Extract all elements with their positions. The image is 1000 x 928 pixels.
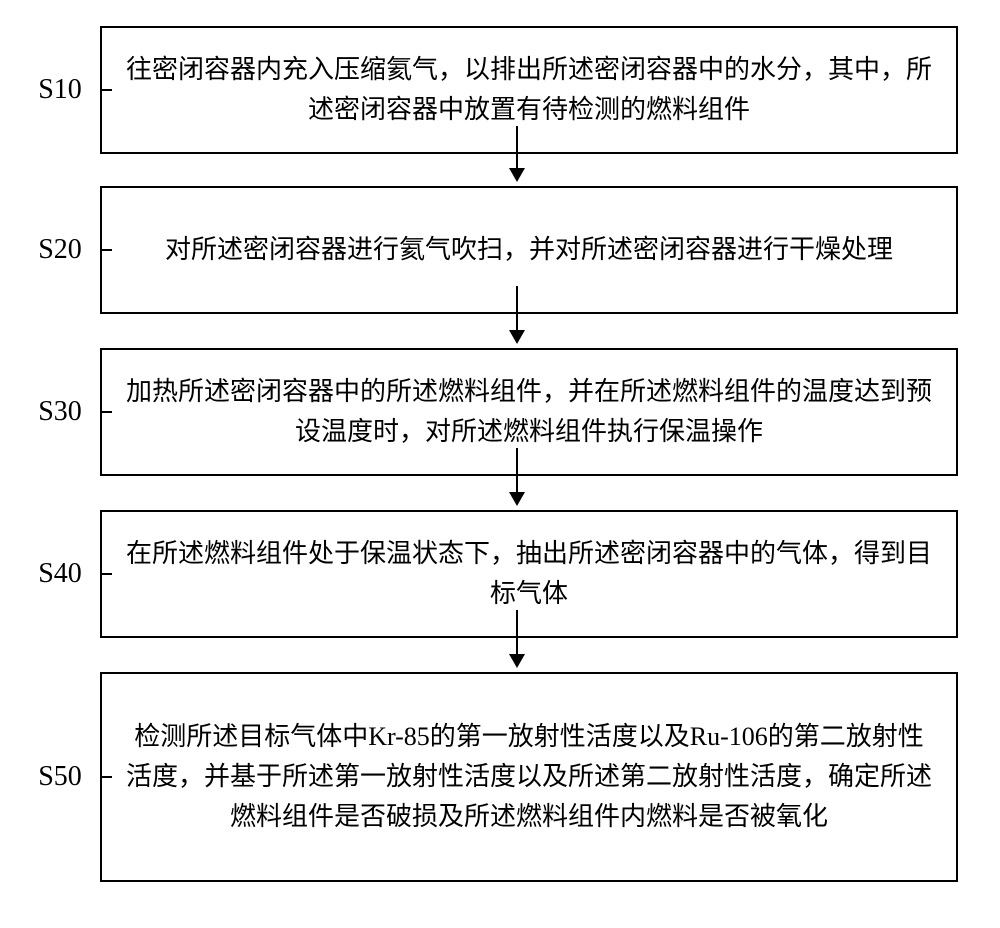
step-box-s50: 检测所述目标气体中Kr-85的第一放射性活度以及Ru-106的第二放射性活度，并… xyxy=(100,672,958,882)
label-connector-icon xyxy=(100,411,112,413)
step-label-s40: S40 xyxy=(20,558,100,590)
label-text: S40 xyxy=(38,558,82,589)
step-label-s20: S20 xyxy=(20,234,100,266)
arrow-s20-s30 xyxy=(505,286,529,344)
arrow-s10-s20 xyxy=(505,126,529,182)
step-s30: S30 加热所述密闭容器中的所述燃料组件，并在所述燃料组件的温度达到预设温度时，… xyxy=(20,348,958,476)
label-text: S10 xyxy=(38,74,82,105)
step-box-s40: 在所述燃料组件处于保温状态下，抽出所述密闭容器中的气体，得到目标气体 xyxy=(100,510,958,638)
step-label-s30: S30 xyxy=(20,396,100,428)
step-label-s10: S10 xyxy=(20,74,100,106)
step-text: 在所述燃料组件处于保温状态下，抽出所述密闭容器中的气体，得到目标气体 xyxy=(124,534,934,615)
label-connector-icon xyxy=(100,573,112,575)
arrow-s40-s50 xyxy=(505,610,529,668)
label-text: S50 xyxy=(38,761,82,792)
step-box-s10: 往密闭容器内充入压缩氦气，以排出所述密闭容器中的水分，其中，所述密闭容器中放置有… xyxy=(100,26,958,154)
step-s20: S20 对所述密闭容器进行氦气吹扫，并对所述密闭容器进行干燥处理 xyxy=(20,186,958,314)
step-label-s50: S50 xyxy=(20,761,100,793)
step-s50: S50 检测所述目标气体中Kr-85的第一放射性活度以及Ru-106的第二放射性… xyxy=(20,672,958,882)
step-text: 加热所述密闭容器中的所述燃料组件，并在所述燃料组件的温度达到预设温度时，对所述燃… xyxy=(124,372,934,453)
flowchart-container: S10 往密闭容器内充入压缩氦气，以排出所述密闭容器中的水分，其中，所述密闭容器… xyxy=(0,0,1000,928)
label-text: S30 xyxy=(38,396,82,427)
step-s10: S10 往密闭容器内充入压缩氦气，以排出所述密闭容器中的水分，其中，所述密闭容器… xyxy=(20,26,958,154)
label-connector-icon xyxy=(100,776,112,778)
step-text: 检测所述目标气体中Kr-85的第一放射性活度以及Ru-106的第二放射性活度，并… xyxy=(124,717,934,838)
label-connector-icon xyxy=(100,89,112,91)
arrow-s30-s40 xyxy=(505,448,529,506)
label-text: S20 xyxy=(38,234,82,265)
step-box-s30: 加热所述密闭容器中的所述燃料组件，并在所述燃料组件的温度达到预设温度时，对所述燃… xyxy=(100,348,958,476)
step-s40: S40 在所述燃料组件处于保温状态下，抽出所述密闭容器中的气体，得到目标气体 xyxy=(20,510,958,638)
label-connector-icon xyxy=(100,249,112,251)
step-text: 往密闭容器内充入压缩氦气，以排出所述密闭容器中的水分，其中，所述密闭容器中放置有… xyxy=(124,50,934,131)
step-box-s20: 对所述密闭容器进行氦气吹扫，并对所述密闭容器进行干燥处理 xyxy=(100,186,958,314)
step-text: 对所述密闭容器进行氦气吹扫，并对所述密闭容器进行干燥处理 xyxy=(165,230,893,270)
